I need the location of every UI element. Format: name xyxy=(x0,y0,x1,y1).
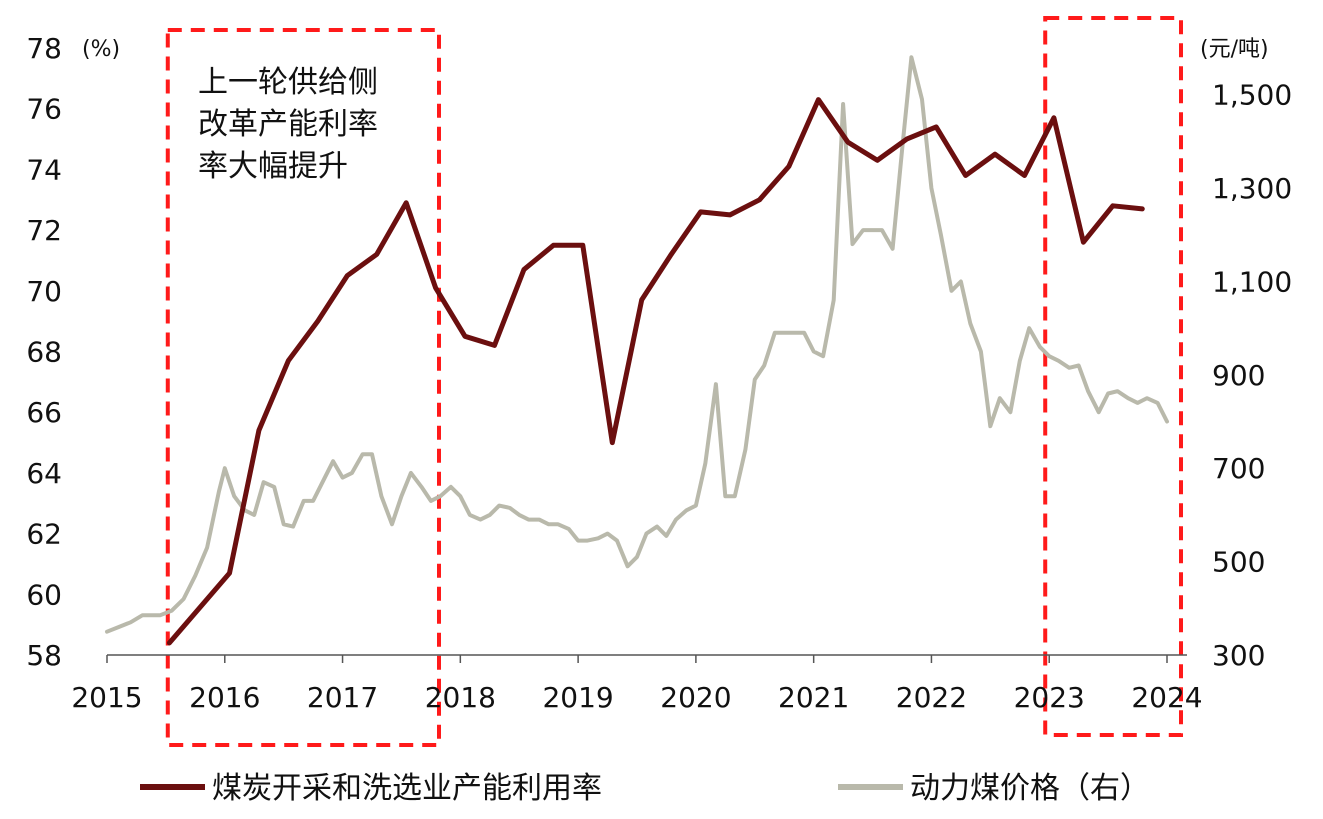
annotation-line-2: 改革产能利率 xyxy=(198,107,378,142)
annotation-line-1: 上一轮供给侧 xyxy=(198,65,378,100)
left-tick-label: 60 xyxy=(26,578,62,611)
left-tick-label: 70 xyxy=(26,275,62,308)
left-tick-label: 72 xyxy=(26,214,62,247)
highlight-box-2 xyxy=(1043,16,1183,737)
right-axis-unit: (元/吨) xyxy=(1200,37,1269,62)
x-tick-label: 2022 xyxy=(896,681,967,714)
right-tick-label: 300 xyxy=(1212,639,1265,672)
left-axis-unit: (%) xyxy=(82,37,120,62)
x-tick-label: 2023 xyxy=(1014,681,1085,714)
x-tick-label: 2020 xyxy=(660,681,731,714)
left-tick-label: 64 xyxy=(26,457,62,490)
x-tick-label: 2017 xyxy=(307,681,378,714)
highlight-layer xyxy=(165,16,1183,747)
legend: 煤炭开采和洗选业产能利用率 动力煤价格（右） xyxy=(140,771,1150,806)
right-axis-ticks: 1,500 1,300 1,100 900 700 500 300 xyxy=(1212,79,1292,672)
x-tick-label: 2018 xyxy=(425,681,496,714)
highlight-box-1 xyxy=(165,28,441,747)
left-tick-label: 66 xyxy=(26,396,62,429)
right-tick-label: 1,100 xyxy=(1212,265,1292,298)
left-tick-label: 76 xyxy=(26,93,62,126)
annotation-line-3: 率大幅提升 xyxy=(198,149,348,184)
series-line-utilization xyxy=(166,97,1145,646)
legend-label-utilization: 煤炭开采和洗选业产能利用率 xyxy=(212,771,602,806)
series-layer xyxy=(105,55,1169,646)
legend-label-price: 动力煤价格（右） xyxy=(910,771,1150,806)
right-tick-label: 1,300 xyxy=(1212,172,1292,205)
right-tick-label: 900 xyxy=(1212,359,1265,392)
left-axis-ticks: 78 76 74 72 70 68 66 64 62 60 58 xyxy=(26,32,62,672)
x-tick-label: 2024 xyxy=(1131,681,1202,714)
left-tick-label: 68 xyxy=(26,336,62,369)
x-tick-label: 2015 xyxy=(71,681,142,714)
x-tick-label: 2019 xyxy=(542,681,613,714)
x-tick-label: 2016 xyxy=(189,681,260,714)
left-tick-label: 62 xyxy=(26,518,62,551)
left-tick-label: 74 xyxy=(26,153,62,186)
x-axis-ticks: 2015 2016 2017 2018 2019 2020 2021 2022 2023 2024 xyxy=(71,655,1203,714)
right-tick-label: 700 xyxy=(1212,452,1265,485)
left-tick-label: 58 xyxy=(26,639,62,672)
x-tick-label: 2021 xyxy=(778,681,849,714)
series-line-price xyxy=(105,55,1169,634)
right-tick-label: 500 xyxy=(1212,546,1265,579)
left-tick-label: 78 xyxy=(26,32,62,65)
right-tick-label: 1,500 xyxy=(1212,79,1292,112)
annotation-box-text: 上一轮供给侧 改革产能利率 率大幅提升 xyxy=(198,65,378,184)
